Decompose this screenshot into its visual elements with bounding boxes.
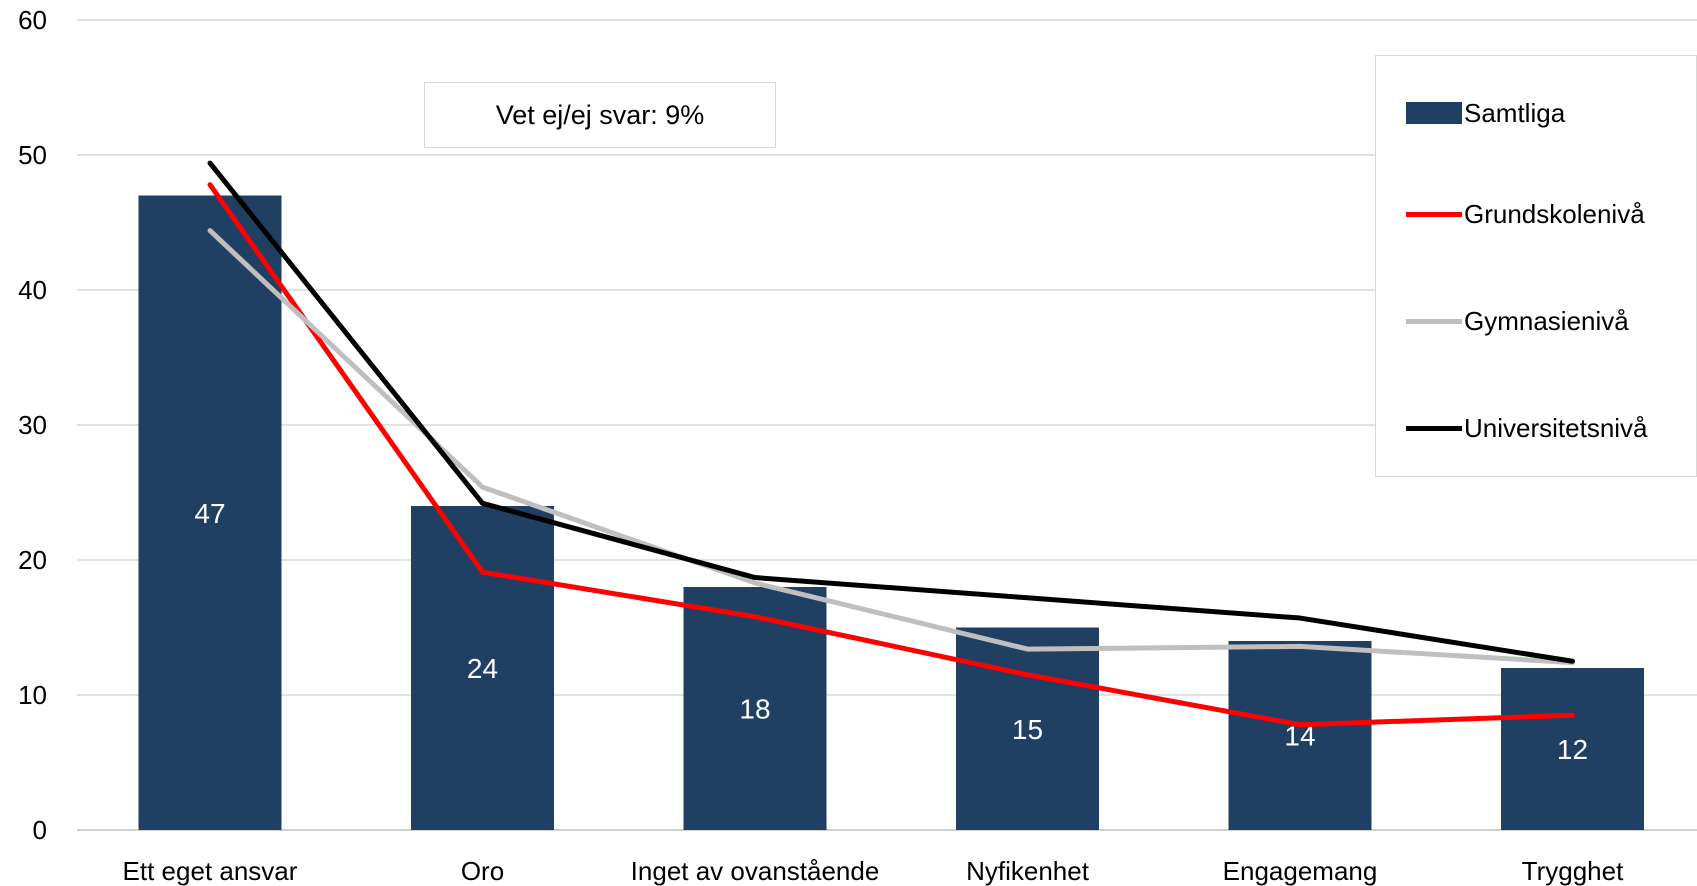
bar-data-label: 15 — [1012, 714, 1043, 745]
y-axis: 0 10 20 30 40 50 60 — [18, 5, 47, 845]
bar-0 — [138, 195, 282, 830]
bar-5 — [1501, 668, 1644, 830]
legend-swatch-grundskoleniva — [1406, 211, 1462, 217]
x-category-label: Engagemang — [1223, 856, 1378, 886]
x-category-label: Oro — [461, 856, 504, 886]
x-category-label: Ett eget ansvar — [123, 856, 298, 886]
legend-item-universitetsniva: Universitetsnivå — [1406, 413, 1648, 443]
gridlines — [77, 19, 1697, 831]
line-series — [207, 160, 1575, 728]
x-category-label: Nyfikenhet — [966, 856, 1090, 886]
y-tick-label: 30 — [18, 410, 47, 440]
legend-item-grundskoleniva: Grundskolenivå — [1406, 199, 1645, 229]
y-tick-label: 20 — [18, 545, 47, 575]
y-tick-label: 10 — [18, 680, 47, 710]
bar-1 — [411, 506, 554, 830]
legend-label-gymnasieniva: Gymnasienivå — [1464, 305, 1629, 336]
legend-label-grundskoleniva: Grundskolenivå — [1464, 198, 1645, 229]
bar-series — [138, 195, 1644, 830]
legend-label-samtliga: Samtliga — [1464, 97, 1566, 128]
bar-3 — [956, 627, 1099, 830]
bar-data-label: 47 — [194, 498, 225, 529]
bar-data-label: 18 — [739, 694, 770, 725]
bar-4 — [1228, 641, 1372, 830]
legend-swatch-gymnasieniva — [1406, 318, 1462, 324]
x-category-label: Inget av ovanstående — [631, 856, 880, 886]
legend-item-gymnasieniva: Gymnasienivå — [1406, 306, 1629, 336]
x-category-label: Trygghet — [1522, 856, 1624, 886]
legend-label-universitetsniva: Universitetsnivå — [1464, 412, 1648, 443]
legend-swatch-samtliga — [1406, 102, 1462, 124]
legend-item-samtliga: Samtliga — [1406, 98, 1565, 128]
annotation-text: Vet ej/ej svar: 9% — [495, 99, 705, 130]
line-series-1 — [207, 182, 1575, 728]
y-tick-label: 60 — [18, 5, 47, 35]
x-axis: Ett eget ansvar Oro Inget av ovanstående Ny… — [123, 856, 1625, 886]
legend-swatch-universitetsniva — [1406, 425, 1462, 431]
legend: Samtliga Grundskolenivå Gymnasienivå Uni… — [1375, 55, 1697, 477]
annotation-note: Vet ej/ej svar: 9% — [424, 82, 776, 148]
bar-data-label: 24 — [467, 653, 498, 684]
y-tick-label: 0 — [33, 815, 47, 845]
y-tick-label: 40 — [18, 275, 47, 305]
line-series-3 — [207, 160, 1575, 664]
bar-data-label: 12 — [1557, 734, 1588, 765]
y-tick-label: 50 — [18, 140, 47, 170]
